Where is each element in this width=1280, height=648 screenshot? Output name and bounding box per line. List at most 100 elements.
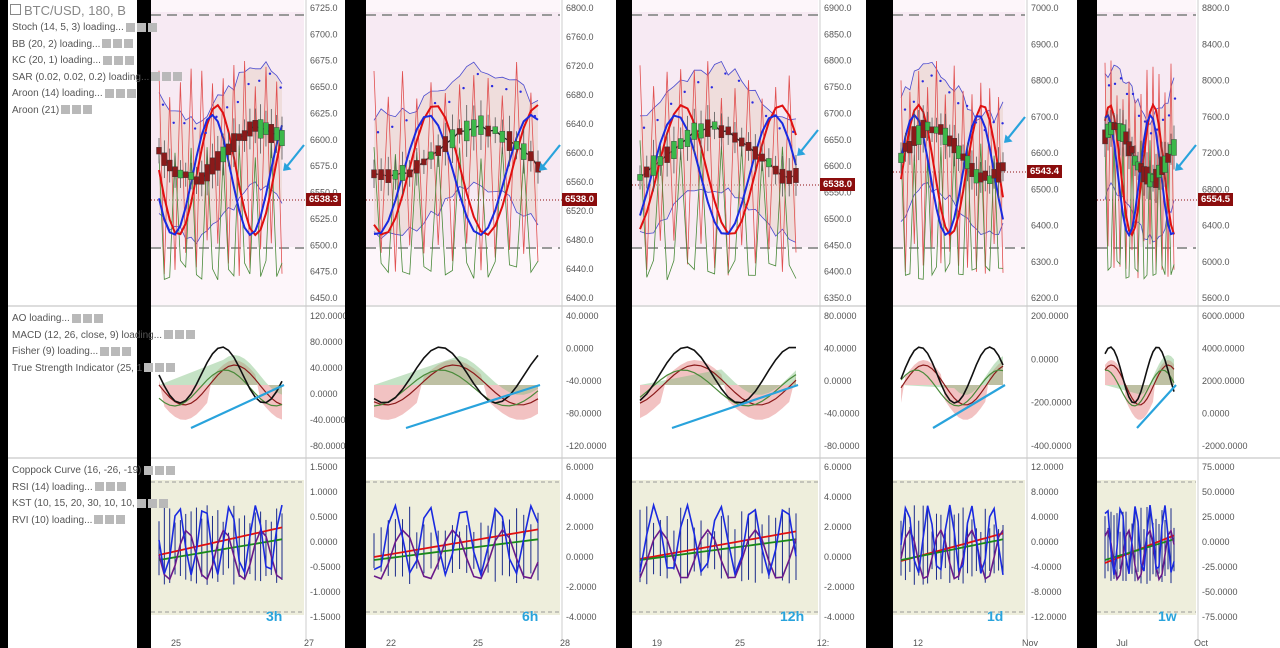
indicator-label[interactable]: Aroon (14) loading... xyxy=(12,88,136,99)
bottom-tick-label: -2.0000 xyxy=(824,582,855,592)
settings-icon[interactable] xyxy=(136,22,146,32)
price-tick-label: 6400.0 xyxy=(1031,221,1059,231)
settings-icon[interactable] xyxy=(147,498,157,508)
settings-icon[interactable] xyxy=(105,482,115,492)
close-icon[interactable] xyxy=(186,330,196,340)
close-icon[interactable] xyxy=(124,39,134,49)
price-tick-label: 6600.0 xyxy=(310,135,338,145)
eye-icon[interactable] xyxy=(102,39,112,49)
candle-body xyxy=(183,171,189,178)
bb-lower-line xyxy=(373,181,539,240)
candle-body xyxy=(995,162,1002,183)
sar-dot xyxy=(433,101,437,105)
eye-icon[interactable] xyxy=(151,72,161,82)
settings-icon[interactable] xyxy=(82,313,92,323)
candle-body xyxy=(766,158,772,168)
indicator-label[interactable]: RSI (14) loading... xyxy=(12,482,126,493)
price-tick-label: 6800.0 xyxy=(1031,76,1059,86)
eye-icon[interactable] xyxy=(125,22,135,32)
indicator-label[interactable]: MACD (12, 26, close, 9) loading... xyxy=(12,330,196,341)
settings-icon[interactable] xyxy=(111,346,121,356)
close-icon[interactable] xyxy=(166,363,176,373)
candle-body xyxy=(485,125,491,137)
candle-body xyxy=(732,132,738,143)
indicator-label[interactable]: KST (10, 15, 20, 30, 10, 10, xyxy=(12,498,168,509)
close-icon[interactable] xyxy=(116,515,126,525)
bottom-tick-label: 8.0000 xyxy=(1031,487,1059,497)
indicator-label[interactable]: Aroon (21) xyxy=(12,105,93,116)
price-tick-label: 6700.0 xyxy=(310,29,338,39)
eye-icon[interactable] xyxy=(104,88,114,98)
indicator-label[interactable]: Stoch (14, 5, 3) loading... xyxy=(12,22,157,33)
indicator-label[interactable]: AO loading... xyxy=(12,313,103,324)
candle-body xyxy=(268,124,275,144)
close-icon[interactable] xyxy=(116,482,126,492)
indicator-name: AO loading... xyxy=(12,313,70,324)
eye-icon[interactable] xyxy=(61,105,71,115)
bottom-tick-label: 0.0000 xyxy=(310,537,338,547)
eye-icon[interactable] xyxy=(94,482,104,492)
close-icon[interactable] xyxy=(83,105,93,115)
close-icon[interactable] xyxy=(158,498,168,508)
bottom-tick-label: 1.5000 xyxy=(310,462,338,472)
sar-dot xyxy=(792,130,795,134)
stoch-k-line xyxy=(373,104,539,236)
stoch-k-line xyxy=(158,103,283,237)
settings-icon[interactable] xyxy=(154,465,164,475)
settings-icon[interactable] xyxy=(175,330,185,340)
settings-icon[interactable] xyxy=(115,88,125,98)
close-icon[interactable] xyxy=(124,55,134,65)
candle-body xyxy=(528,151,534,162)
settings-icon[interactable] xyxy=(72,105,82,115)
x-tick-label: 12 xyxy=(913,638,923,648)
settings-icon[interactable] xyxy=(105,515,115,525)
price-tick-label: 6600.0 xyxy=(1031,148,1059,158)
candle-body xyxy=(671,141,677,159)
eye-icon[interactable] xyxy=(143,465,153,475)
bb-upper-line xyxy=(1104,64,1175,126)
aroon-up-line xyxy=(639,61,797,276)
menu-icon[interactable] xyxy=(10,4,21,15)
indicator-label[interactable]: KC (20, 1) loading... xyxy=(12,55,134,66)
candle-body xyxy=(257,119,264,139)
settings-icon[interactable] xyxy=(113,39,123,49)
osc-tick-label: 40.0000 xyxy=(824,344,857,354)
close-icon[interactable] xyxy=(126,88,136,98)
price-tick-label: 6900.0 xyxy=(824,3,852,13)
close-icon[interactable] xyxy=(122,346,132,356)
settings-icon[interactable] xyxy=(155,363,165,373)
eye-icon[interactable] xyxy=(94,515,104,525)
x-tick-label: Oct xyxy=(1194,638,1209,648)
eye-icon[interactable] xyxy=(102,55,112,65)
signal-line xyxy=(900,369,1004,407)
candle-body xyxy=(414,160,420,174)
indicator-label[interactable]: RVI (10) loading... xyxy=(12,515,126,526)
symbol-title: BTC/USD, 180, B xyxy=(10,3,126,18)
sar-dot xyxy=(697,81,700,84)
indicator-label[interactable]: SAR (0.02, 0.02, 0.2) loading... xyxy=(12,72,183,83)
close-icon[interactable] xyxy=(165,465,175,475)
eye-icon[interactable] xyxy=(100,346,110,356)
price-tick-label: 6600.0 xyxy=(566,148,594,158)
indicator-label[interactable]: BB (20, 2) loading... xyxy=(12,39,134,50)
osc-tick-label: 80.0000 xyxy=(310,337,343,347)
sar-dot xyxy=(751,101,754,104)
indicator-label[interactable]: Coppock Curve (16, -26, -19) xyxy=(12,465,175,476)
indicator-label[interactable]: Fisher (9) loading... xyxy=(12,346,132,357)
close-icon[interactable] xyxy=(93,313,103,323)
candle-body xyxy=(442,136,449,153)
eye-icon[interactable] xyxy=(164,330,174,340)
indicator-label[interactable]: True Strength Indicator (25, 1 xyxy=(12,363,176,374)
chart-panel-6h: 6800.0 6760.0 6720.0 6680.0 6640.0 6600.0 6560… xyxy=(366,0,616,648)
stoch-k-line xyxy=(1104,102,1175,238)
settings-icon[interactable] xyxy=(113,55,123,65)
close-icon[interactable] xyxy=(173,72,183,82)
eye-icon[interactable] xyxy=(136,498,146,508)
eye-icon[interactable] xyxy=(71,313,81,323)
close-icon[interactable] xyxy=(147,22,157,32)
settings-icon[interactable] xyxy=(162,72,172,82)
candle-body xyxy=(793,168,799,183)
bottom-tick-label: -1.5000 xyxy=(310,612,341,622)
eye-icon[interactable] xyxy=(144,363,154,373)
sar-dot xyxy=(183,121,186,125)
